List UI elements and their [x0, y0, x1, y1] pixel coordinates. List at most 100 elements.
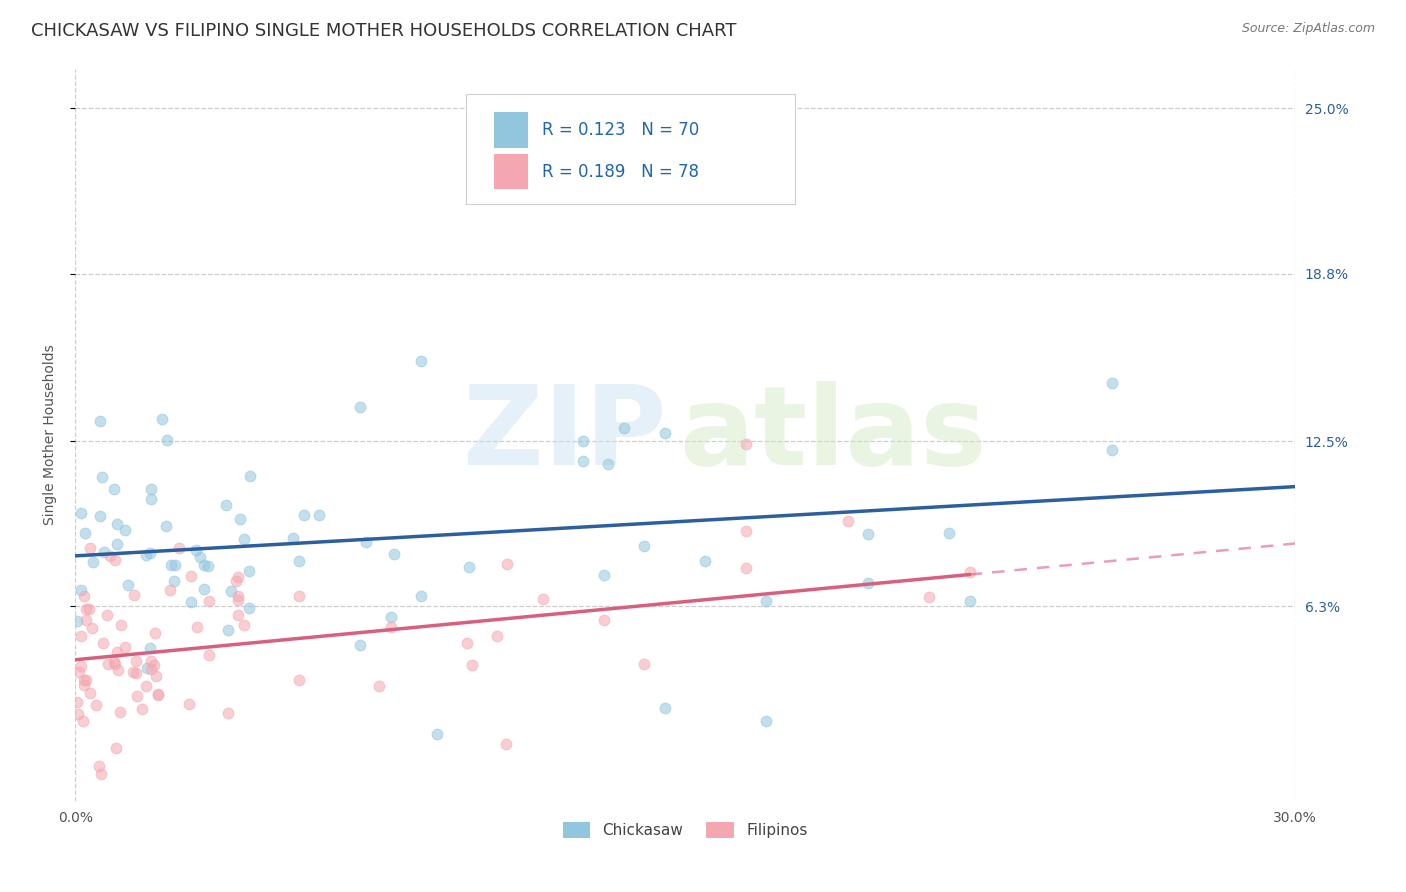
Point — [160, 558, 183, 572]
Point — [104, 657, 127, 671]
Point — [82, 555, 104, 569]
Point — [572, 434, 595, 448]
Point — [93, 636, 115, 650]
Point — [179, 698, 201, 712]
Point — [104, 740, 127, 755]
Point — [139, 482, 162, 496]
FancyBboxPatch shape — [465, 95, 794, 204]
Point — [163, 574, 186, 588]
Point — [495, 737, 517, 751]
Point — [163, 558, 186, 572]
Point — [735, 524, 758, 538]
Point — [368, 679, 391, 693]
Text: Source: ZipAtlas.com: Source: ZipAtlas.com — [1241, 22, 1375, 36]
Point — [66, 706, 89, 721]
Point — [104, 552, 127, 566]
Point — [80, 621, 103, 635]
Point — [125, 653, 148, 667]
Point — [456, 636, 478, 650]
Point — [79, 686, 101, 700]
Point — [139, 655, 162, 669]
Point — [139, 640, 162, 655]
Point — [70, 583, 93, 598]
Point — [84, 698, 107, 712]
Text: R = 0.123   N = 70: R = 0.123 N = 70 — [543, 121, 700, 139]
Point — [143, 626, 166, 640]
Point — [292, 508, 315, 522]
Point — [531, 591, 554, 606]
Point — [354, 535, 377, 549]
Point — [67, 665, 90, 679]
Point — [856, 575, 879, 590]
Point — [193, 582, 215, 596]
Point — [145, 668, 167, 682]
Point — [75, 525, 97, 540]
Point — [125, 690, 148, 704]
Point — [167, 541, 190, 555]
Point — [73, 673, 96, 687]
Point — [73, 678, 96, 692]
Point — [156, 433, 179, 447]
Point — [239, 468, 262, 483]
Point — [114, 640, 136, 655]
Point — [654, 700, 676, 714]
Point — [461, 657, 484, 672]
Text: R = 0.189   N = 78: R = 0.189 N = 78 — [543, 162, 699, 181]
Point — [73, 590, 96, 604]
Point — [217, 624, 239, 638]
Point — [197, 594, 219, 608]
Point — [426, 727, 449, 741]
Point — [225, 574, 247, 588]
Point — [188, 549, 211, 564]
Point — [180, 595, 202, 609]
Point — [755, 714, 778, 728]
Point — [918, 590, 941, 604]
Point — [226, 569, 249, 583]
Point — [856, 527, 879, 541]
Point — [755, 594, 778, 608]
Point — [75, 613, 97, 627]
Point — [96, 608, 118, 623]
Point — [125, 666, 148, 681]
Point — [131, 702, 153, 716]
Point — [105, 645, 128, 659]
Point — [139, 546, 162, 560]
Point — [1101, 376, 1123, 390]
Point — [486, 629, 509, 643]
Point — [141, 491, 163, 506]
Point — [458, 560, 481, 574]
Y-axis label: Single Mother Households: Single Mother Households — [44, 344, 58, 525]
Point — [229, 512, 252, 526]
Point — [735, 561, 758, 575]
Point — [409, 354, 432, 368]
Text: CHICKASAW VS FILIPINO SINGLE MOTHER HOUSEHOLDS CORRELATION CHART: CHICKASAW VS FILIPINO SINGLE MOTHER HOUS… — [31, 22, 737, 40]
Point — [79, 602, 101, 616]
Point — [89, 414, 111, 428]
Text: atlas: atlas — [679, 381, 987, 488]
Point — [959, 565, 981, 579]
Point — [103, 482, 125, 496]
Point — [215, 498, 238, 512]
Point — [105, 537, 128, 551]
Point — [135, 548, 157, 562]
Point — [380, 620, 402, 634]
Point — [1101, 442, 1123, 457]
Point — [69, 506, 91, 520]
Point — [180, 569, 202, 583]
Point — [233, 532, 256, 546]
Point — [238, 601, 260, 615]
Point — [288, 589, 311, 603]
Point — [107, 663, 129, 677]
Point — [75, 673, 97, 687]
Point — [219, 583, 242, 598]
Point — [238, 564, 260, 578]
Point — [495, 557, 517, 571]
Point — [938, 526, 960, 541]
Point — [105, 516, 128, 531]
Point — [837, 515, 859, 529]
Point — [233, 618, 256, 632]
Point — [87, 759, 110, 773]
Point — [288, 673, 311, 687]
Point — [66, 695, 89, 709]
Point — [122, 588, 145, 602]
